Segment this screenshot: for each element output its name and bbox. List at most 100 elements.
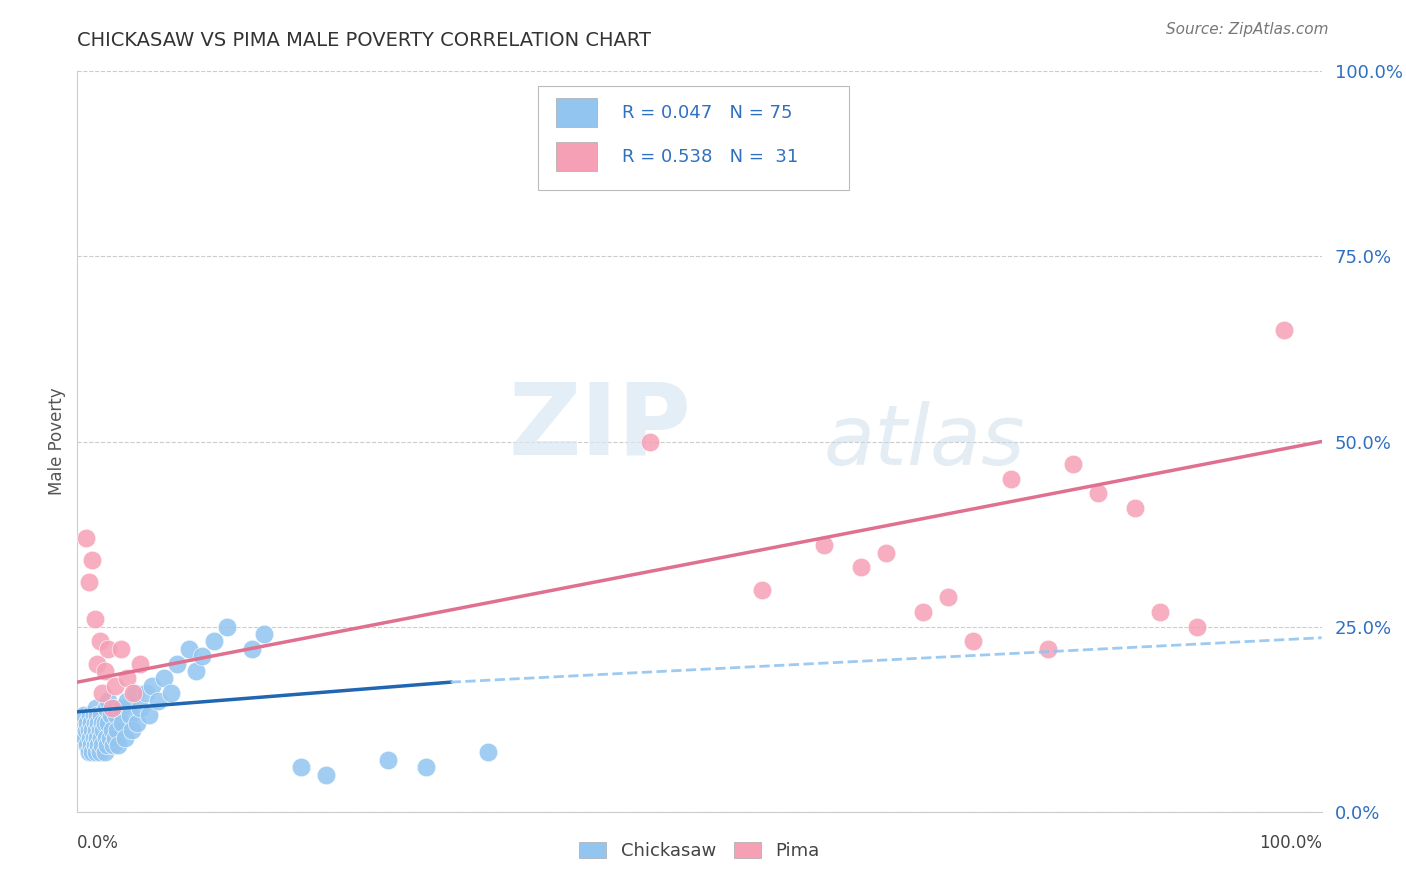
Point bbox=[101, 701, 124, 715]
Point bbox=[97, 694, 120, 708]
FancyBboxPatch shape bbox=[557, 97, 598, 127]
Point bbox=[93, 746, 115, 760]
Point bbox=[638, 434, 661, 449]
Point bbox=[962, 634, 984, 648]
Point bbox=[93, 715, 115, 730]
Point bbox=[110, 701, 132, 715]
Point bbox=[97, 715, 120, 730]
Point bbox=[104, 701, 127, 715]
Point bbox=[253, 627, 276, 641]
Point bbox=[91, 686, 114, 700]
Point bbox=[179, 641, 201, 656]
Point bbox=[93, 723, 115, 738]
Point bbox=[83, 715, 105, 730]
Point bbox=[290, 760, 312, 774]
Point bbox=[83, 731, 105, 745]
Point bbox=[105, 723, 128, 738]
Point bbox=[115, 672, 138, 686]
Text: 100.0%: 100.0% bbox=[1258, 834, 1322, 852]
Point bbox=[148, 694, 170, 708]
Point bbox=[98, 731, 121, 745]
Point bbox=[89, 723, 111, 738]
Point bbox=[86, 731, 108, 745]
Text: atlas: atlas bbox=[824, 401, 1025, 482]
Point bbox=[94, 731, 117, 745]
Point bbox=[83, 708, 105, 723]
Point bbox=[110, 641, 132, 656]
Point bbox=[77, 575, 100, 590]
Point bbox=[72, 708, 94, 723]
Point bbox=[1123, 501, 1146, 516]
Point bbox=[87, 738, 110, 752]
FancyBboxPatch shape bbox=[557, 142, 598, 171]
Point bbox=[141, 679, 163, 693]
Point bbox=[114, 731, 136, 745]
Point bbox=[84, 746, 107, 760]
Point bbox=[75, 723, 97, 738]
Point bbox=[84, 723, 107, 738]
Point bbox=[83, 612, 105, 626]
Point bbox=[90, 708, 112, 723]
Point bbox=[813, 538, 835, 552]
Point bbox=[103, 738, 125, 752]
Point bbox=[82, 723, 104, 738]
Point bbox=[93, 664, 115, 678]
Point bbox=[138, 708, 160, 723]
Point bbox=[107, 738, 129, 752]
Point bbox=[115, 694, 138, 708]
Point bbox=[80, 715, 103, 730]
Point bbox=[851, 560, 873, 574]
Point bbox=[1149, 605, 1171, 619]
Text: CHICKASAW VS PIMA MALE POVERTY CORRELATION CHART: CHICKASAW VS PIMA MALE POVERTY CORRELATI… bbox=[77, 31, 651, 50]
Point bbox=[938, 590, 960, 604]
Point bbox=[76, 738, 98, 752]
Point bbox=[94, 701, 117, 715]
FancyBboxPatch shape bbox=[537, 87, 849, 190]
Point bbox=[128, 657, 150, 671]
Point bbox=[79, 731, 101, 745]
Point bbox=[153, 672, 176, 686]
Point bbox=[1062, 457, 1084, 471]
Point bbox=[315, 767, 337, 781]
Y-axis label: Male Poverty: Male Poverty bbox=[48, 388, 66, 495]
Point bbox=[1187, 619, 1209, 633]
Point bbox=[912, 605, 935, 619]
Point bbox=[128, 701, 150, 715]
Point bbox=[97, 641, 120, 656]
Point bbox=[751, 582, 773, 597]
Point bbox=[1272, 324, 1295, 338]
Point bbox=[122, 686, 145, 700]
Point bbox=[1087, 486, 1109, 500]
Point bbox=[240, 641, 263, 656]
Point bbox=[90, 731, 112, 745]
Point bbox=[80, 738, 103, 752]
Legend: Chickasaw, Pima: Chickasaw, Pima bbox=[571, 833, 828, 870]
Point bbox=[104, 679, 127, 693]
Point bbox=[415, 760, 437, 774]
Point bbox=[96, 738, 118, 752]
Point bbox=[124, 686, 146, 700]
Point bbox=[121, 723, 143, 738]
Point bbox=[104, 731, 127, 745]
Point bbox=[166, 657, 188, 671]
Point bbox=[91, 715, 114, 730]
Point bbox=[91, 738, 114, 752]
Point bbox=[477, 746, 499, 760]
Point bbox=[73, 731, 96, 745]
Point bbox=[101, 723, 124, 738]
Point bbox=[135, 686, 157, 700]
Point bbox=[75, 531, 97, 545]
Text: ZIP: ZIP bbox=[509, 378, 692, 475]
Point bbox=[86, 708, 108, 723]
Point bbox=[875, 546, 897, 560]
Point bbox=[118, 708, 141, 723]
Point bbox=[86, 657, 108, 671]
Point bbox=[202, 634, 225, 648]
Point bbox=[191, 649, 214, 664]
Point bbox=[77, 746, 100, 760]
Point bbox=[377, 753, 399, 767]
Point bbox=[215, 619, 238, 633]
Point bbox=[84, 701, 107, 715]
Text: 0.0%: 0.0% bbox=[77, 834, 120, 852]
Point bbox=[89, 746, 111, 760]
